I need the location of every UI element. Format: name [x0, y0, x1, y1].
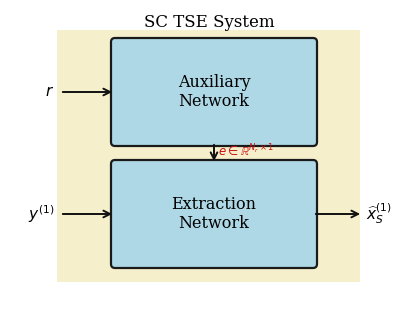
FancyBboxPatch shape [57, 30, 360, 282]
Text: $r$: $r$ [45, 85, 54, 99]
Text: Auxiliary
Network: Auxiliary Network [178, 74, 250, 110]
Text: Extraction
Network: Extraction Network [171, 196, 257, 232]
Text: $e \in \mathbb{R}^{N_r \times 1}$: $e \in \mathbb{R}^{N_r \times 1}$ [218, 143, 274, 159]
FancyBboxPatch shape [111, 160, 317, 268]
Text: $y^{(1)}$: $y^{(1)}$ [28, 203, 54, 225]
FancyBboxPatch shape [111, 38, 317, 146]
Text: SC TSE System: SC TSE System [144, 14, 274, 31]
Text: $\widehat{x}_S^{(1)}$: $\widehat{x}_S^{(1)}$ [366, 202, 392, 227]
